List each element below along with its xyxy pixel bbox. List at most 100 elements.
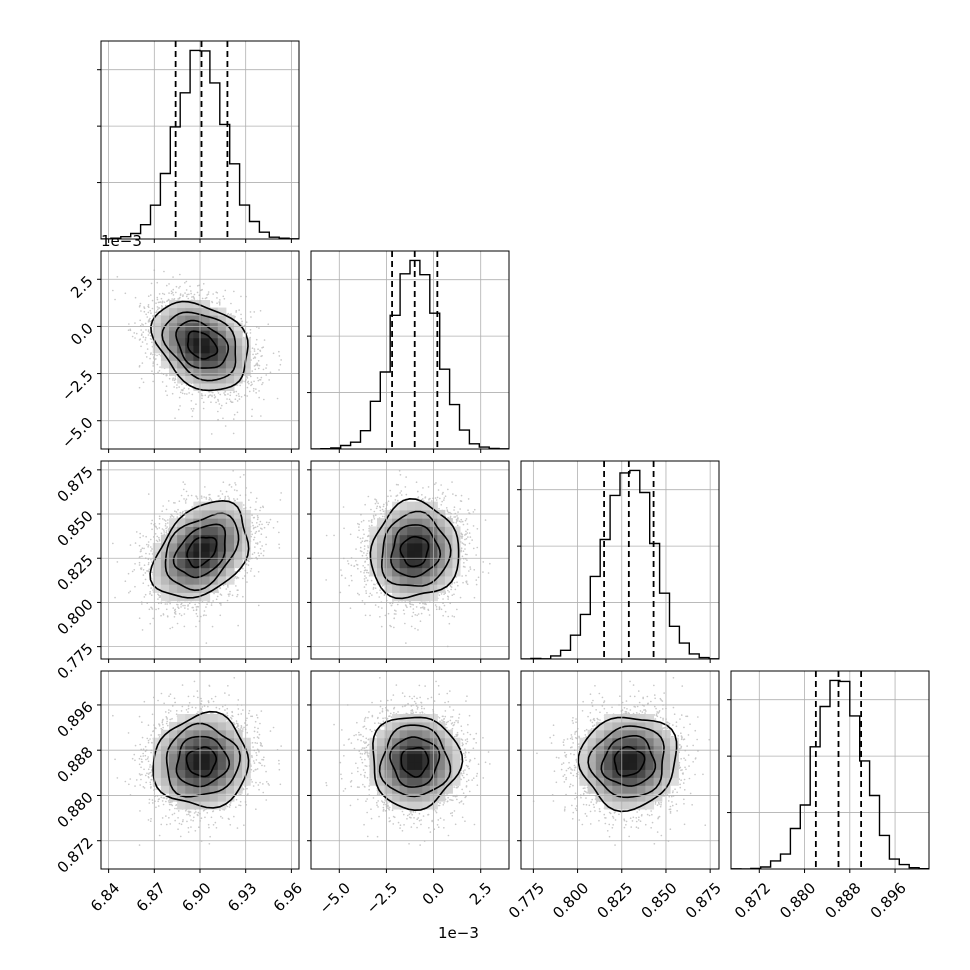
- density-cell: [177, 769, 186, 778]
- density-cell: [407, 501, 416, 511]
- density-cell: [612, 729, 622, 739]
- density-cell: [612, 737, 622, 747]
- density-cell: [384, 534, 393, 544]
- density-cell: [185, 534, 194, 544]
- density-cell: [152, 330, 162, 339]
- density-cell: [604, 801, 613, 810]
- density-cell: [414, 777, 423, 786]
- x-tick-label: 6.84: [87, 879, 123, 915]
- density-cell: [169, 330, 178, 339]
- density-cell: [620, 761, 630, 770]
- density-panel-2-0: [100, 460, 300, 660]
- density-cell: [392, 793, 401, 802]
- panel-frame: [310, 670, 510, 870]
- density-cell: [217, 315, 227, 324]
- density-cell: [185, 352, 194, 361]
- density-cell: [225, 526, 235, 536]
- density-cell: [209, 721, 219, 731]
- density-cell: [414, 501, 423, 511]
- x-tick-label: 0.825: [593, 879, 636, 922]
- density-cell: [407, 559, 416, 569]
- density-cell: [177, 337, 186, 346]
- density-cell: [407, 721, 416, 731]
- density-cell: [209, 785, 219, 794]
- panel-frame: [310, 460, 510, 660]
- contour-level-2: [378, 724, 452, 798]
- density-cell: [377, 526, 386, 536]
- density-cell: [377, 761, 386, 770]
- density-cell: [369, 761, 378, 770]
- density-cell: [407, 737, 416, 747]
- density-cell: [437, 542, 446, 552]
- density-cell: [422, 721, 431, 731]
- density-cell: [437, 793, 446, 802]
- density-cell: [399, 542, 408, 552]
- density-cell: [392, 753, 401, 763]
- density-cell: [444, 534, 453, 544]
- density-cell: [407, 526, 416, 536]
- density-cell: [579, 761, 589, 770]
- density-cell: [225, 559, 235, 569]
- density-cell: [242, 761, 251, 770]
- density-cell: [209, 383, 219, 392]
- density-cell: [217, 518, 227, 527]
- density-cell: [193, 330, 203, 339]
- density-cell: [209, 729, 219, 739]
- density-cell: [169, 584, 178, 593]
- density-cell: [422, 542, 431, 552]
- y-tick-label: 0.850: [54, 507, 97, 550]
- density-cell: [177, 551, 186, 560]
- density-cell: [653, 761, 663, 770]
- density-cell: [217, 761, 227, 770]
- density-cell: [399, 567, 408, 577]
- density-cell: [407, 567, 416, 577]
- density-cell: [437, 753, 446, 763]
- density-cell: [201, 769, 211, 778]
- density-cell: [399, 526, 408, 536]
- density-cell: [234, 753, 243, 763]
- density-cell: [209, 526, 219, 536]
- density-cell: [185, 753, 194, 763]
- density-cell: [392, 542, 401, 552]
- density-cell: [595, 721, 605, 731]
- density-cell: [160, 567, 170, 577]
- density-cell: [444, 551, 453, 560]
- density-cell: [169, 315, 178, 324]
- density-cell: [377, 785, 386, 794]
- density-cell: [152, 777, 162, 786]
- contour-level-2: [587, 725, 665, 799]
- density-cell: [177, 307, 186, 316]
- density-cell: [384, 584, 393, 593]
- density-cell: [587, 753, 597, 763]
- density-cell: [604, 729, 613, 739]
- density-cell: [225, 737, 235, 747]
- density-cell: [645, 761, 655, 770]
- density-cell: [392, 567, 401, 577]
- x-tick-label: 0.875: [682, 879, 725, 922]
- density-cell: [452, 769, 461, 778]
- density-cell: [185, 729, 194, 739]
- contour-level-1: [175, 319, 230, 369]
- density-cell: [152, 761, 162, 770]
- density-cell: [407, 518, 416, 527]
- density-cell: [620, 769, 630, 778]
- density-cell: [392, 592, 401, 602]
- density-cell: [407, 575, 416, 585]
- density-cell: [217, 330, 227, 339]
- density-cell: [160, 551, 170, 560]
- density-cell: [653, 721, 663, 731]
- y-tick-label: 0.896: [54, 698, 97, 741]
- density-cell: [407, 534, 416, 544]
- density-cell: [399, 801, 408, 810]
- density-cell: [242, 337, 251, 346]
- density-cell: [392, 575, 401, 585]
- density-cell: [225, 345, 235, 354]
- density-cell: [422, 769, 431, 778]
- density-cell: [392, 777, 401, 786]
- density-cell: [185, 785, 194, 794]
- density-cell: [377, 551, 386, 560]
- density-cell: [209, 352, 219, 361]
- density-cell: [377, 542, 386, 552]
- density-cell: [225, 501, 235, 511]
- density-cell: [242, 367, 251, 376]
